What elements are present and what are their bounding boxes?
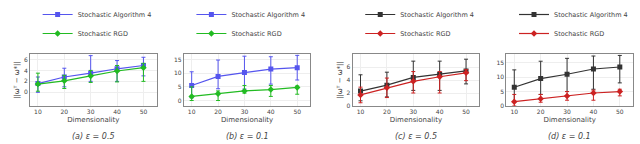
svg-text:Dimensionality: Dimensionality — [221, 116, 273, 124]
svg-text:30: 30 — [87, 108, 95, 115]
svg-text:50: 50 — [462, 108, 470, 115]
svg-text:40: 40 — [590, 108, 598, 115]
svg-text:Stochastic RGD: Stochastic RGD — [78, 30, 128, 38]
svg-text:10: 10 — [34, 108, 42, 115]
svg-text:0: 0 — [178, 97, 182, 104]
svg-text:2: 2 — [347, 89, 351, 96]
svg-text:0: 0 — [24, 88, 28, 95]
svg-text:4: 4 — [347, 76, 351, 83]
svg-text:10: 10 — [174, 69, 182, 76]
svg-text:Stochastic RGD: Stochastic RGD — [554, 30, 604, 38]
svg-text:(c) ε = 0.5: (c) ε = 0.5 — [395, 132, 437, 141]
svg-text:||ωᵀ − ω*||: ||ωᵀ − ω*|| — [13, 61, 21, 99]
svg-text:Stochastic Algorithm 4: Stochastic Algorithm 4 — [554, 11, 628, 19]
svg-text:15: 15 — [497, 59, 505, 66]
svg-text:10: 10 — [357, 108, 365, 115]
svg-text:5: 5 — [500, 88, 504, 95]
svg-text:20: 20 — [60, 108, 68, 115]
svg-text:30: 30 — [241, 108, 249, 115]
svg-text:30: 30 — [563, 108, 571, 115]
svg-text:Dimensionality: Dimensionality — [67, 116, 119, 124]
svg-text:0: 0 — [347, 102, 351, 109]
svg-text:50: 50 — [616, 108, 624, 115]
svg-text:4: 4 — [24, 67, 28, 74]
svg-text:20: 20 — [214, 108, 222, 115]
svg-text:2: 2 — [24, 77, 28, 84]
svg-text:20: 20 — [383, 108, 391, 115]
svg-text:Stochastic RGD: Stochastic RGD — [400, 30, 450, 38]
svg-text:10: 10 — [497, 73, 505, 80]
svg-text:20: 20 — [537, 108, 545, 115]
svg-text:40: 40 — [113, 108, 121, 115]
svg-text:Dimensionality: Dimensionality — [544, 116, 596, 124]
svg-text:50: 50 — [293, 108, 301, 115]
svg-text:(d) ε = 0.1: (d) ε = 0.1 — [548, 132, 591, 141]
svg-text:15: 15 — [174, 56, 182, 63]
svg-text:(b) ε = 0.1: (b) ε = 0.1 — [226, 132, 269, 141]
svg-text:40: 40 — [436, 108, 444, 115]
svg-text:0: 0 — [500, 102, 504, 109]
svg-text:10: 10 — [188, 108, 196, 115]
svg-text:6: 6 — [347, 63, 351, 70]
svg-text:Dimensionality: Dimensionality — [390, 116, 442, 124]
svg-text:5: 5 — [178, 83, 182, 90]
svg-text:30: 30 — [409, 108, 417, 115]
svg-text:10: 10 — [510, 108, 518, 115]
svg-text:6: 6 — [24, 56, 28, 63]
svg-text:50: 50 — [140, 108, 148, 115]
svg-text:Stochastic Algorithm 4: Stochastic Algorithm 4 — [231, 11, 305, 19]
svg-text:(a) ε = 0.5: (a) ε = 0.5 — [72, 132, 115, 141]
svg-text:40: 40 — [267, 108, 275, 115]
svg-text:Stochastic Algorithm 4: Stochastic Algorithm 4 — [78, 11, 152, 19]
svg-text:Stochastic Algorithm 4: Stochastic Algorithm 4 — [400, 11, 474, 19]
svg-text:||ωᵀ − ω*||: ||ωᵀ − ω*|| — [336, 61, 344, 99]
svg-text:Stochastic RGD: Stochastic RGD — [231, 30, 281, 38]
